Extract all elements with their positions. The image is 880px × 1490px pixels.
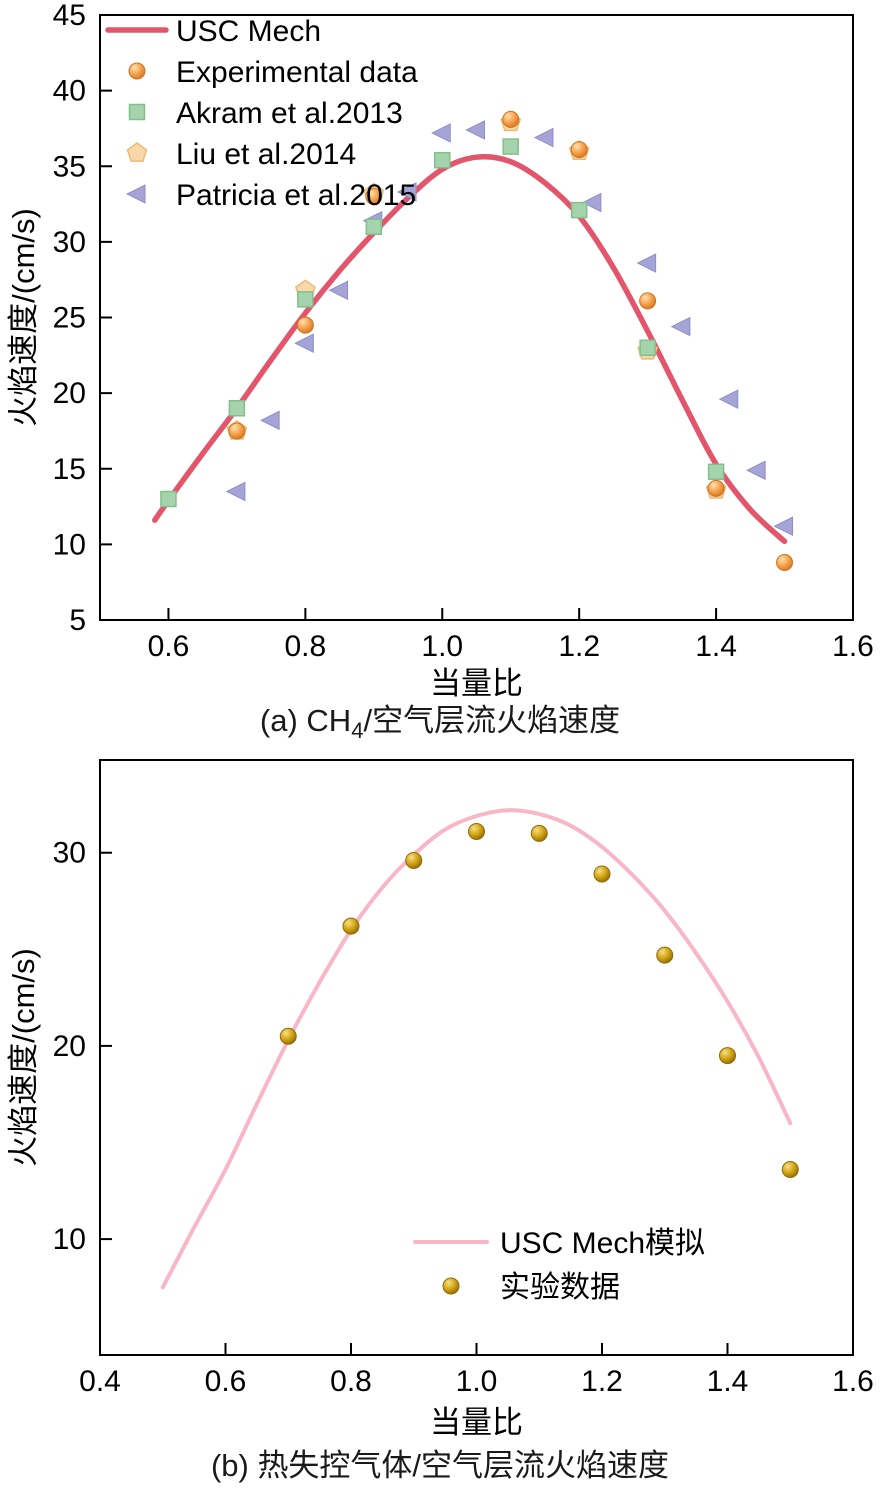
caption-a-subscript: 4 (351, 718, 364, 744)
marker-square (639, 339, 656, 356)
legend-label: Liu et al.2014 (176, 138, 356, 171)
marker-triangle-left (125, 184, 146, 204)
series-line (152, 154, 788, 545)
legend-label: 实验数据 (500, 1271, 620, 1304)
marker-triangle-left (581, 192, 602, 213)
x-tick-label: 0.4 (79, 1365, 121, 1398)
marker-sphere-orange (776, 554, 794, 572)
x-tick-label: 1.0 (456, 1365, 498, 1398)
x-tick-label: 0.6 (205, 1365, 247, 1398)
x-tick-label: 0.8 (285, 630, 327, 663)
legend-label: Patricia et al.2015 (176, 179, 416, 212)
marker-triangle-left (533, 127, 554, 148)
caption-b: (b) 热失控气体/空气层流火焰速度 (0, 1445, 880, 1490)
marker-triangle-left (396, 182, 417, 202)
y-tick-label: 45 (53, 0, 86, 32)
x-axis-label: 当量比 (430, 666, 523, 700)
caption-a: (a) CH4/空气层流火焰速度 (0, 700, 880, 745)
y-tick-label: 5 (69, 604, 86, 637)
marker-sphere-orange (228, 422, 246, 440)
legend-label: Akram et al.2013 (176, 97, 403, 130)
y-axis-label: 火焰速度/(cm/s) (6, 948, 41, 1167)
marker-sphere-gold (719, 1047, 736, 1065)
legend-label: USC Mech模拟 (500, 1227, 705, 1260)
series-scatter (160, 138, 725, 508)
marker-sphere-gold (468, 822, 485, 840)
caption-a-text-suffix: /空气层流火焰速度 (363, 703, 621, 738)
marker-triangle-left (260, 410, 280, 431)
y-tick-label: 25 (53, 302, 86, 335)
marker-sphere-gold (530, 824, 548, 842)
legend-label: USC Mech (176, 15, 321, 48)
marker-triangle-left (636, 253, 657, 273)
marker-triangle-left (431, 123, 451, 143)
marker-sphere-orange (365, 188, 383, 205)
marker-square (128, 103, 146, 121)
series-scatter (279, 822, 799, 1179)
marker-square (434, 151, 451, 169)
plot-frame (99, 759, 854, 1356)
x-tick-label: 1.6 (832, 630, 874, 663)
marker-sphere-gold (442, 1277, 460, 1295)
caption-a-text: (a) CH (259, 703, 352, 738)
x-tick-label: 1.6 (832, 1365, 874, 1398)
series-scatter (228, 110, 794, 572)
marker-sphere-orange (639, 292, 657, 310)
marker-triangle-left (465, 120, 485, 140)
x-tick-label: 0.8 (330, 1365, 372, 1398)
marker-sphere-orange (707, 479, 725, 497)
marker-square (160, 490, 177, 508)
x-axis-label: 当量比 (430, 1405, 523, 1440)
marker-square (365, 218, 383, 235)
y-tick-label: 20 (53, 1030, 86, 1063)
marker-triangle-left (773, 516, 794, 537)
marker-square (228, 400, 246, 417)
marker-triangle-left (328, 280, 349, 301)
marker-sphere-orange (128, 62, 146, 80)
x-tick-label: 1.2 (558, 630, 600, 663)
x-tick-label: 1.4 (695, 630, 737, 663)
marker-triangle-left (718, 389, 739, 409)
marker-square (570, 201, 588, 219)
chart-a-canvas: 0.6 0.8 1.0 1.2 1.4 1.6 5 10 15 20 25 30 35 40 45 当量比 火焰… (6, 0, 874, 700)
marker-sphere-gold (405, 851, 423, 869)
marker-triangle-left (225, 481, 246, 502)
legend-label: Experimental data (176, 56, 418, 89)
marker-sphere-gold (279, 1027, 297, 1045)
marker-sphere-gold (342, 917, 360, 935)
y-tick-label: 40 (53, 75, 86, 108)
y-tick-label: 30 (53, 226, 86, 259)
y-axis-label: 火焰速度/(cm/s) (6, 208, 41, 427)
x-tick-label: 1.0 (421, 630, 463, 663)
chart-b-canvas: 0.4 0.6 0.8 1.0 1.2 1.4 1.6 10 20 30 当量比 火焰速度/(cm/s… (6, 759, 874, 1440)
marker-sphere-orange (296, 316, 314, 334)
marker-sphere-gold (656, 946, 674, 964)
marker-square (297, 291, 314, 308)
marker-sphere-gold (593, 865, 611, 883)
marker-sphere-orange (570, 141, 588, 159)
caption-b-text: (b) 热失控气体/空气层流火焰速度 (210, 1448, 670, 1483)
y-tick-label: 35 (53, 150, 86, 183)
y-tick-label: 20 (53, 377, 86, 410)
marker-sphere-orange (502, 110, 520, 128)
y-tick-label: 15 (53, 453, 86, 486)
marker-square (502, 138, 519, 155)
marker-square (707, 463, 725, 481)
x-tick-label: 1.2 (581, 1365, 623, 1398)
marker-triangle-left (670, 316, 691, 337)
y-tick-label: 30 (53, 837, 86, 870)
y-tick-label: 10 (53, 528, 86, 561)
x-tick-label: 1.4 (707, 1365, 749, 1398)
marker-triangle-left (746, 460, 766, 481)
series-line (160, 808, 793, 1290)
marker-sphere-gold (781, 1161, 799, 1179)
marker-pentagon (126, 142, 148, 162)
marker-triangle-left (294, 333, 314, 354)
y-tick-label: 10 (53, 1223, 86, 1256)
x-tick-label: 0.6 (148, 630, 190, 663)
